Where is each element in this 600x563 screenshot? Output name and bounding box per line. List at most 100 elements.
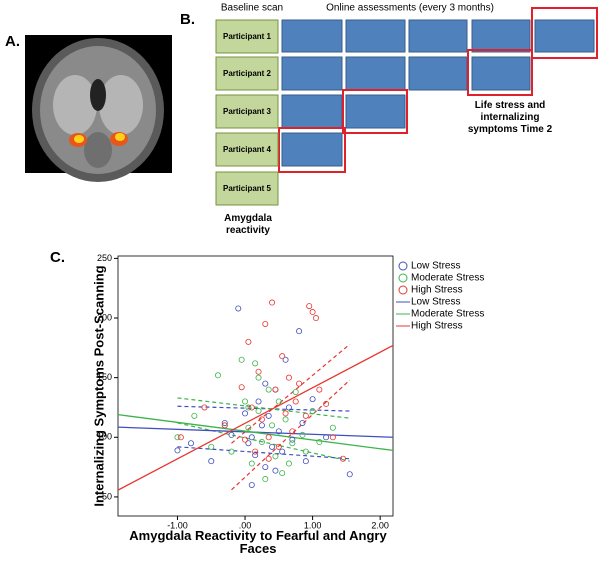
y-tick-label: 100 — [97, 432, 112, 442]
point — [174, 447, 181, 454]
point — [265, 455, 272, 462]
legend-label: Low Stress — [411, 261, 460, 272]
point — [245, 440, 252, 447]
point — [302, 448, 309, 455]
point — [201, 404, 208, 411]
point — [329, 424, 336, 431]
point — [238, 356, 245, 363]
ci-line — [177, 397, 350, 419]
point — [289, 440, 296, 447]
point — [346, 471, 353, 478]
plot-area — [117, 255, 394, 517]
diagram-header: Online assessments (every 3 months) — [326, 3, 494, 14]
point — [214, 372, 221, 379]
point — [292, 398, 299, 405]
legend-marker — [398, 261, 408, 271]
point — [258, 422, 265, 429]
point — [289, 436, 296, 443]
point — [238, 384, 245, 391]
point — [302, 458, 309, 465]
participant-box — [215, 132, 279, 167]
point — [242, 398, 249, 405]
point — [339, 455, 346, 462]
point — [252, 448, 259, 455]
participant-box — [215, 94, 279, 129]
point — [174, 434, 181, 441]
point — [248, 481, 255, 488]
panel-label: A. — [5, 33, 20, 50]
assessment-boxes — [281, 19, 595, 167]
point — [252, 452, 259, 459]
point — [282, 356, 289, 363]
point — [248, 434, 255, 441]
point — [242, 410, 249, 417]
legend-marker — [398, 273, 408, 283]
fit-line — [118, 413, 393, 452]
point — [265, 412, 272, 419]
point — [285, 460, 292, 467]
point — [275, 398, 282, 405]
point — [323, 400, 330, 407]
point — [235, 305, 242, 312]
time2-highlights — [278, 7, 598, 173]
legend-label: Moderate Stress — [411, 309, 484, 320]
point — [302, 412, 309, 419]
y-axis-title: Internalizing Symptoms Post-Scanning — [91, 265, 106, 506]
diagram-header: Baseline scan — [221, 3, 283, 14]
ci-line — [231, 379, 351, 491]
point — [258, 439, 265, 446]
point — [285, 374, 292, 381]
point — [309, 396, 316, 403]
participant-box — [215, 171, 279, 206]
legend-label: Moderate Stress — [411, 273, 484, 284]
point — [282, 410, 289, 417]
point — [245, 424, 252, 431]
point — [279, 448, 286, 455]
x-tick-label: .00 — [239, 520, 252, 530]
point — [187, 440, 194, 447]
point — [323, 434, 330, 441]
point — [269, 422, 276, 429]
point — [296, 328, 303, 335]
point — [272, 467, 279, 474]
point — [258, 416, 265, 423]
point — [221, 419, 228, 426]
point — [255, 374, 262, 381]
point — [275, 428, 282, 435]
diagram-caption: Life stress and internalizing symptoms T… — [467, 100, 553, 135]
point — [272, 386, 279, 393]
ci-line — [177, 422, 350, 462]
point — [228, 431, 235, 438]
brain-image — [25, 35, 172, 182]
point — [299, 419, 306, 426]
point — [312, 315, 319, 322]
point — [255, 368, 262, 375]
point — [255, 398, 262, 405]
point — [289, 428, 296, 435]
y-tick-label: 50 — [102, 491, 112, 501]
panel-label: C. — [50, 249, 65, 266]
diagram-caption: Amygdala reactivity — [224, 213, 272, 236]
point — [316, 439, 323, 446]
point — [262, 464, 269, 471]
point — [228, 448, 235, 455]
point — [299, 431, 306, 438]
point — [262, 380, 269, 387]
point — [191, 412, 198, 419]
ci-line — [177, 446, 350, 460]
x-tick-label: -1.00 — [167, 520, 188, 530]
legend-label: Low Stress — [411, 297, 460, 308]
plot-marks — [118, 299, 393, 491]
participant-label: Participant 1 — [223, 32, 272, 41]
panel-label: B. — [180, 11, 195, 28]
point — [245, 338, 252, 345]
participant-label: Participant 2 — [223, 69, 272, 78]
x-tick-label: 1.00 — [304, 520, 322, 530]
point — [269, 299, 276, 306]
point — [245, 404, 252, 411]
x-tick-label: 2.00 — [371, 520, 389, 530]
point — [279, 353, 286, 360]
point — [296, 380, 303, 387]
point — [306, 303, 313, 310]
